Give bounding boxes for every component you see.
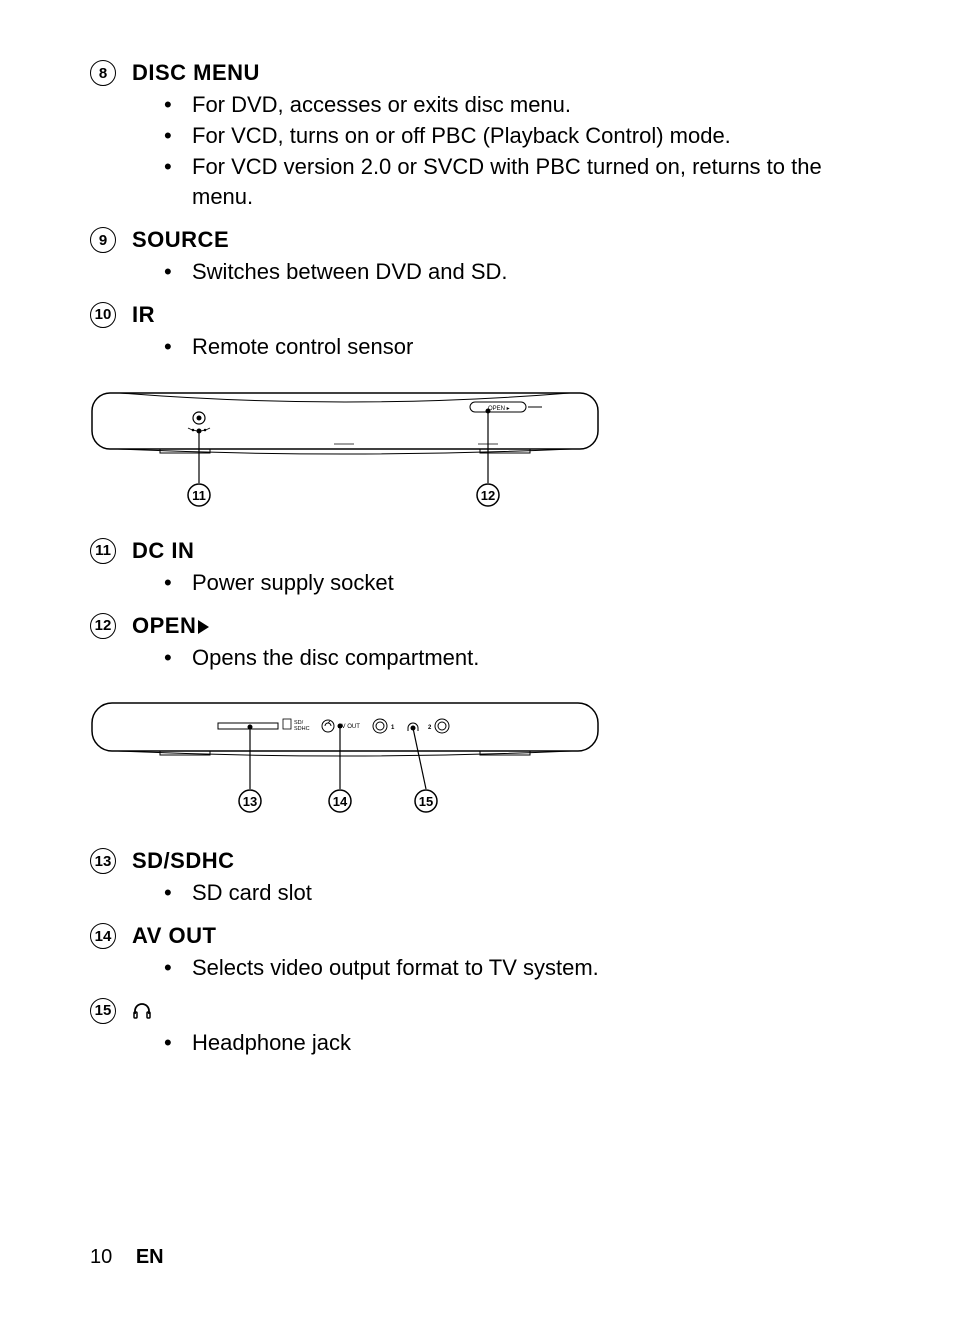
callout-15: 15 xyxy=(419,794,433,809)
bullet-list: For DVD, accesses or exits disc menu. Fo… xyxy=(132,90,874,213)
entry-title: AV OUT xyxy=(132,923,874,949)
port-1-label: 1 xyxy=(391,725,395,731)
number-badge-12: 12 xyxy=(90,613,116,639)
diagram-svg: SD/ SDHC AV OUT 1 2 13 xyxy=(90,701,600,821)
headphone-icon xyxy=(132,1000,152,1020)
number-badge-8: 8 xyxy=(90,60,116,86)
bullet-item: Remote control sensor xyxy=(192,332,874,363)
bullet-item: Headphone jack xyxy=(192,1028,874,1059)
entry-av-out: 14 AV OUT Selects video output format to… xyxy=(90,923,874,994)
port-2-label: 2 xyxy=(428,725,432,731)
number-badge-9: 9 xyxy=(90,227,116,253)
entry-title: DC IN xyxy=(132,538,874,564)
entry-title xyxy=(132,998,874,1024)
callout-13: 13 xyxy=(243,794,257,809)
device-diagram-rear: OPEN ▸ 11 12 xyxy=(90,391,874,516)
callout-12: 12 xyxy=(481,488,495,503)
bullet-list: Power supply socket xyxy=(132,568,874,599)
number-badge-14: 14 xyxy=(90,923,116,949)
diagram-svg: OPEN ▸ 11 12 xyxy=(90,391,600,511)
entry-title: SOURCE xyxy=(132,227,874,253)
bullet-list: Remote control sensor xyxy=(132,332,874,363)
entry-title: SD/SDHC xyxy=(132,848,874,874)
play-triangle-icon xyxy=(198,620,209,634)
bullet-item: For DVD, accesses or exits disc menu. xyxy=(192,90,874,121)
entry-title: IR xyxy=(132,302,874,328)
number-badge-10: 10 xyxy=(90,302,116,328)
number-badge-15: 15 xyxy=(90,998,116,1024)
entry-headphone: 15 Headphone jack xyxy=(90,998,874,1069)
bullet-list: Selects video output format to TV system… xyxy=(132,953,874,984)
sdhc-label: SDHC xyxy=(294,726,310,732)
entry-ir: 10 IR Remote control sensor xyxy=(90,302,874,373)
entry-source: 9 SOURCE Switches between DVD and SD. xyxy=(90,227,874,298)
bullet-item: For VCD, turns on or off PBC (Playback C… xyxy=(192,121,874,152)
entry-title: OPEN xyxy=(132,613,874,639)
entry-dc-in: 11 DC IN Power supply socket xyxy=(90,538,874,609)
entry-title: DISC MENU xyxy=(132,60,874,86)
bullet-item: Opens the disc compartment. xyxy=(192,643,874,674)
page-footer: 10 EN xyxy=(90,1246,164,1269)
bullet-list: SD card slot xyxy=(132,878,874,909)
bullet-item: Selects video output format to TV system… xyxy=(192,953,874,984)
bullet-list: Switches between DVD and SD. xyxy=(132,257,874,288)
bullet-item: For VCD version 2.0 or SVCD with PBC tur… xyxy=(192,152,874,214)
device-diagram-side: SD/ SDHC AV OUT 1 2 13 xyxy=(90,701,874,826)
callout-14: 14 xyxy=(333,794,348,809)
page-number: 10 xyxy=(90,1246,112,1268)
bullet-list: Headphone jack xyxy=(132,1028,874,1059)
number-badge-13: 13 xyxy=(90,848,116,874)
entry-sd: 13 SD/SDHC SD card slot xyxy=(90,848,874,919)
entry-disc-menu: 8 DISC MENU For DVD, accesses or exits d… xyxy=(90,60,874,223)
entry-open: 12 OPEN Opens the disc compartment. xyxy=(90,613,874,684)
bullet-item: Switches between DVD and SD. xyxy=(192,257,874,288)
manual-page: 8 DISC MENU For DVD, accesses or exits d… xyxy=(0,0,954,1325)
bullet-item: Power supply socket xyxy=(192,568,874,599)
bullet-list: Opens the disc compartment. xyxy=(132,643,874,674)
open-label-text: OPEN ▸ xyxy=(488,406,510,412)
number-badge-11: 11 xyxy=(90,538,116,564)
callout-11: 11 xyxy=(192,488,206,503)
language-code: EN xyxy=(136,1246,164,1268)
bullet-item: SD card slot xyxy=(192,878,874,909)
